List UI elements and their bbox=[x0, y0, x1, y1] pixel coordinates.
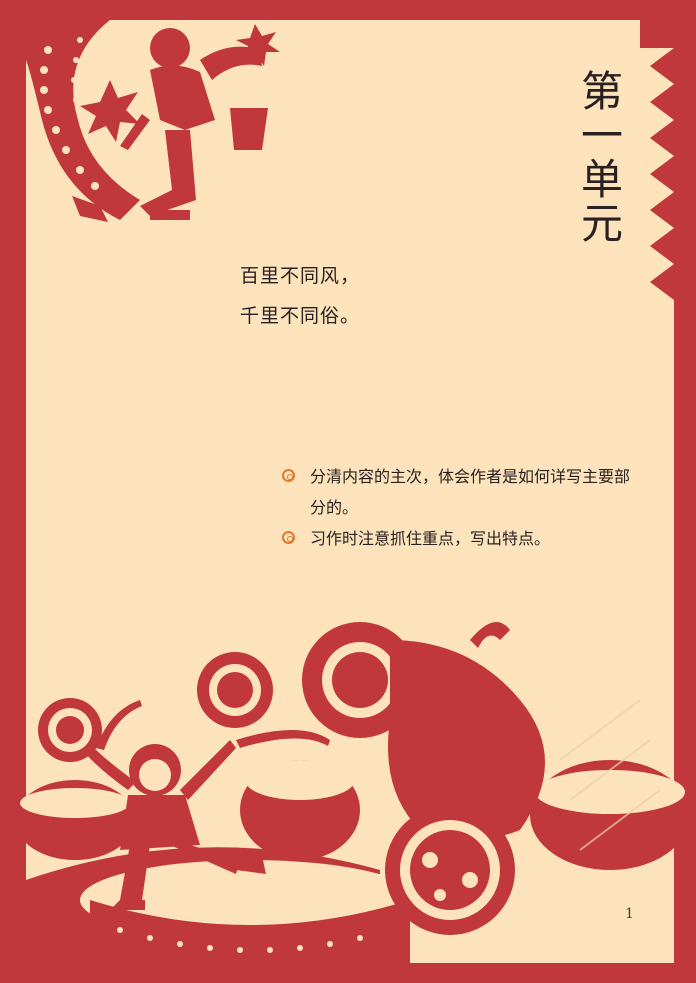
page-number: 1 bbox=[625, 906, 634, 922]
learning-goal-text: 习作时注意抓住重点，写出特点。 bbox=[310, 529, 551, 548]
learning-goals: 分清内容的主次，体会作者是如何详写主要部分的。 习作时注意抓住重点，写出特点。 bbox=[282, 461, 642, 554]
unit-title-char: 单 bbox=[580, 155, 623, 204]
unit-title: 第 一 单 元 bbox=[577, 70, 627, 246]
unit-title-char: 一 bbox=[580, 111, 623, 160]
unit-title-char: 第 bbox=[580, 67, 623, 116]
learning-goal-item: 分清内容的主次，体会作者是如何详写主要部分的。 bbox=[282, 461, 642, 523]
proverb-line: 百里不同风， bbox=[240, 265, 361, 287]
bullseye-icon bbox=[282, 531, 295, 544]
bullseye-icon bbox=[282, 469, 295, 482]
unit-title-char: 元 bbox=[580, 199, 623, 248]
watermark bbox=[559, 699, 661, 851]
learning-goal-item: 习作时注意抓住重点，写出特点。 bbox=[282, 523, 642, 554]
proverb-line: 千里不同俗。 bbox=[240, 305, 361, 327]
paper-cut-firecracker-child bbox=[26, 20, 280, 222]
paper-cut-lion-dance bbox=[15, 622, 690, 963]
unit-proverb: 百里不同风， 千里不同俗。 bbox=[240, 256, 360, 336]
learning-goal-text: 分清内容的主次，体会作者是如何详写主要部分的。 bbox=[310, 467, 631, 517]
